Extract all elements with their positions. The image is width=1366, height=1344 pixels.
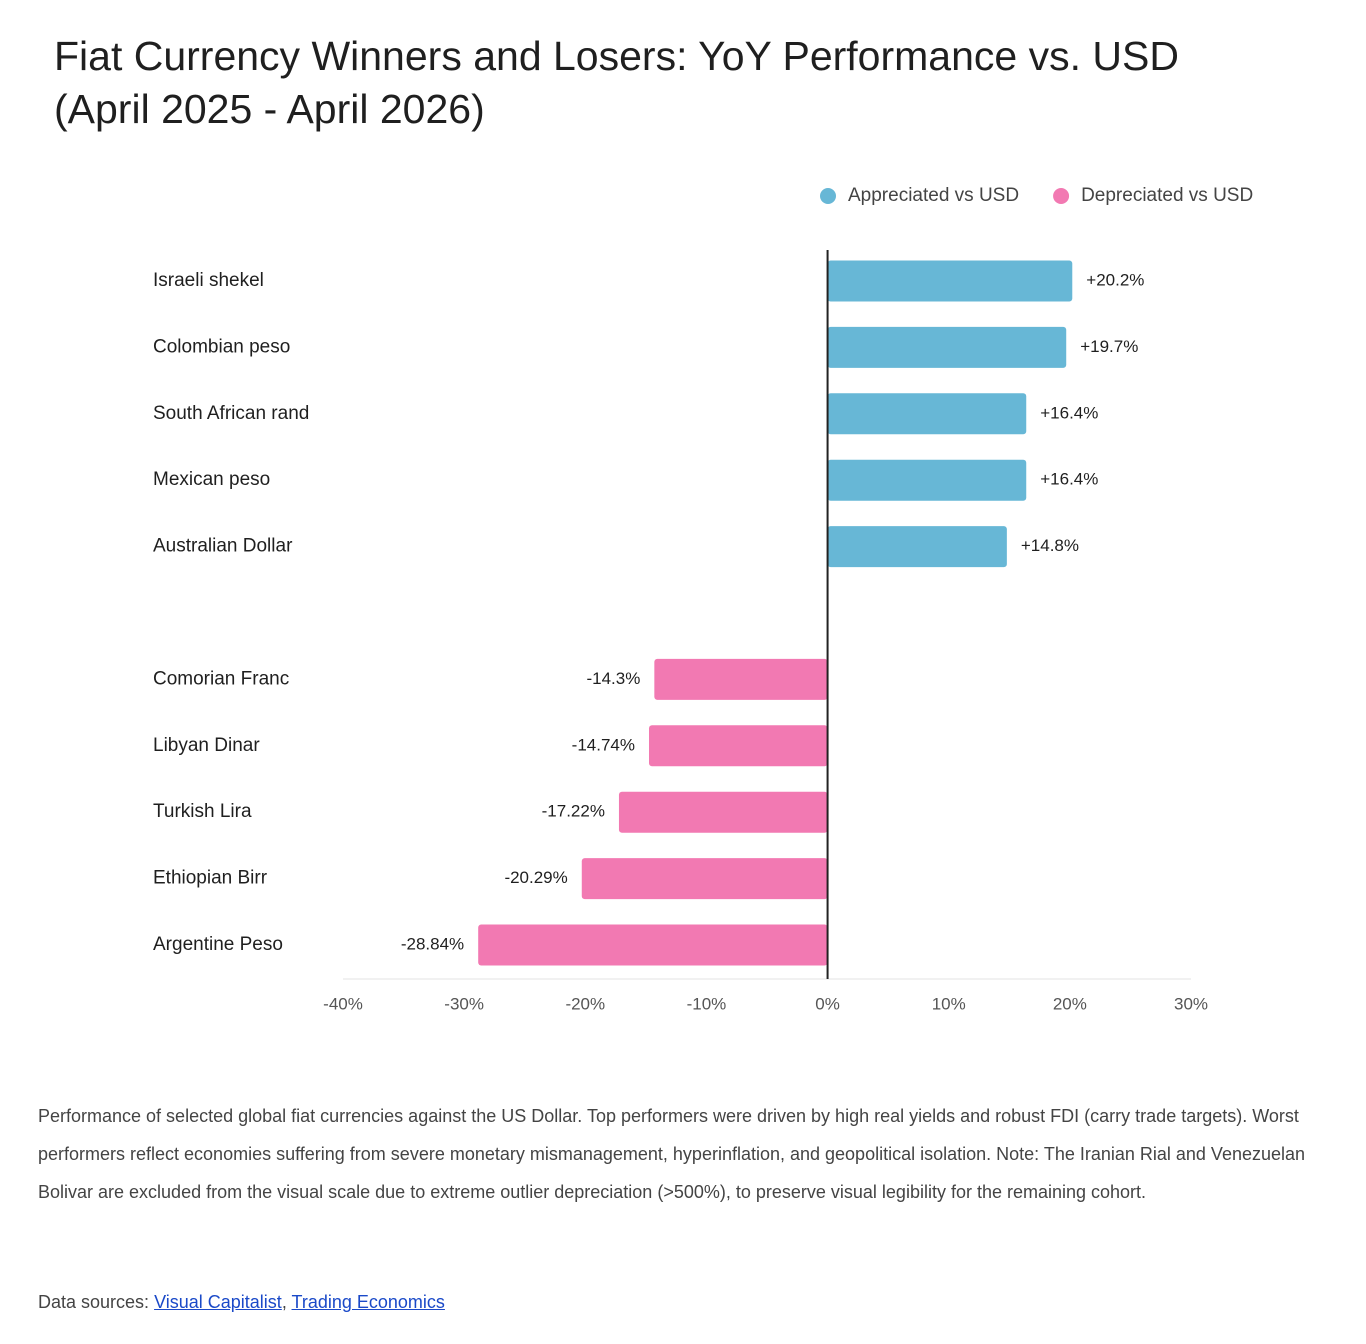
sources-label: Data sources: <box>38 1292 150 1312</box>
x-tick-label: -30% <box>444 994 484 1013</box>
bar <box>827 526 1007 568</box>
source-link[interactable]: Visual Capitalist <box>154 1292 282 1312</box>
bar <box>827 459 1027 501</box>
chart-title: Fiat Currency Winners and Losers: YoY Pe… <box>54 33 1179 132</box>
y-tick-label: Mexican peso <box>153 469 270 490</box>
bar <box>654 658 828 700</box>
x-tick-label: -20% <box>565 994 605 1013</box>
separator: , <box>281 1292 287 1312</box>
bar <box>649 725 828 767</box>
y-tick-label: Turkish Lira <box>153 801 252 822</box>
y-tick-label: Australian Dollar <box>153 536 293 557</box>
value-label: -14.3% <box>586 669 640 688</box>
value-label: -28.84% <box>401 934 464 953</box>
y-tick-label: Ethiopian Birr <box>153 868 268 889</box>
value-label: +20.2% <box>1086 270 1144 289</box>
bar <box>478 924 828 966</box>
x-tick-label: 10% <box>932 994 966 1013</box>
x-tick-label: 20% <box>1053 994 1087 1013</box>
y-tick-label: Israeli shekel <box>153 270 264 291</box>
legend-label: Depreciated vs USD <box>1081 185 1253 206</box>
value-label: +16.4% <box>1040 470 1098 489</box>
x-tick-label: -40% <box>323 994 363 1013</box>
bar <box>827 260 1073 302</box>
x-tick-label: 0% <box>815 994 840 1013</box>
bar <box>618 791 828 833</box>
x-tick-label: 30% <box>1174 994 1208 1013</box>
value-label: -17.22% <box>542 802 605 821</box>
caption: Performance of selected global fiat curr… <box>38 1106 1306 1202</box>
y-tick-label: Argentine Peso <box>153 934 283 955</box>
bar <box>827 393 1027 435</box>
x-tick-label: -10% <box>687 994 727 1013</box>
value-label: +16.4% <box>1040 403 1098 422</box>
value-label: -20.29% <box>504 868 567 887</box>
value-label: +19.7% <box>1080 337 1138 356</box>
legend-marker <box>820 188 836 204</box>
y-tick-label: South African rand <box>153 403 309 424</box>
y-tick-label: Libyan Dinar <box>153 735 260 756</box>
legend-label: Appreciated vs USD <box>848 185 1019 206</box>
value-label: +14.8% <box>1021 536 1079 555</box>
bar <box>581 858 828 900</box>
legend-marker <box>1053 188 1070 204</box>
sources: Data sources: Visual Capitalist, Trading… <box>38 1292 445 1313</box>
bar <box>827 326 1067 368</box>
y-tick-label: Colombian peso <box>153 336 290 357</box>
y-tick-label: Comorian Franc <box>153 668 289 689</box>
value-label: -14.74% <box>572 735 635 754</box>
source-link[interactable]: Trading Economics <box>291 1292 445 1312</box>
chart: -40% -30% -20% -10% 0% 10% 20% 30% Appreciated v… <box>153 185 1253 1013</box>
